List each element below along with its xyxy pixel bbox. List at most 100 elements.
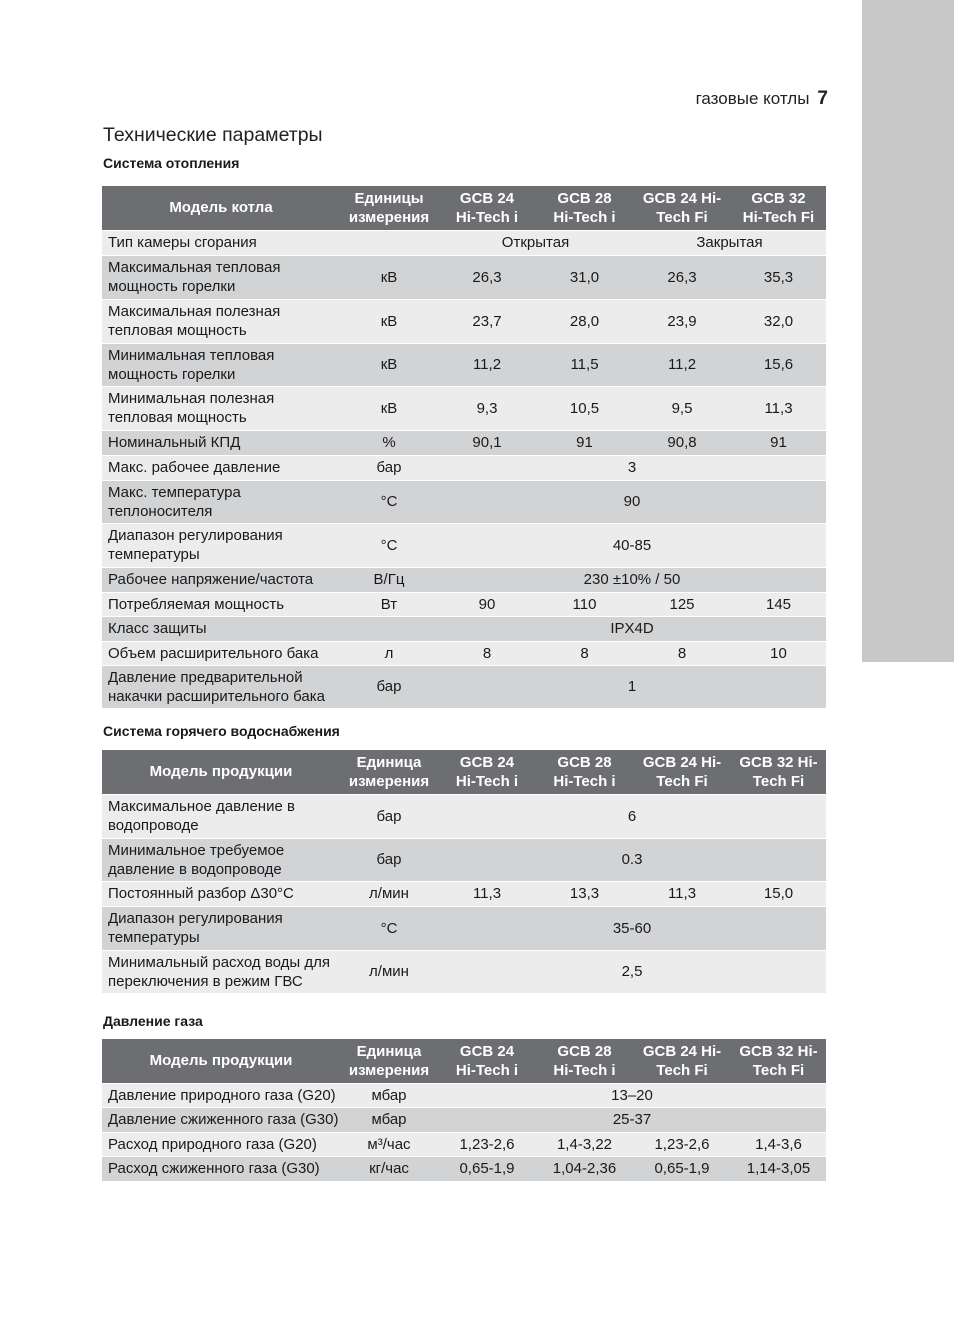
row-label: Давление сжиженного газа (G30) [102, 1107, 340, 1132]
unit-cell: °C [340, 906, 438, 950]
row-label: Макс. рабочее давление [102, 455, 340, 480]
table-row: Давление предварительной накачки расшири… [102, 665, 826, 708]
row-label: Максимальная полезная тепловая мощность [102, 299, 340, 343]
table-row: Максимальная тепловая мощность горелки кВ… [102, 255, 826, 299]
row-label: Минимальная полезная тепловая мощность [102, 386, 340, 430]
unit-cell: л/мин [340, 881, 438, 906]
row-label: Минимальный расход воды для переключения… [102, 950, 340, 993]
table-row: Расход природного газа (G20) м³/час 1,23-2… [102, 1132, 826, 1156]
unit-cell: л [340, 641, 438, 665]
value-cell: 40-85 [438, 523, 826, 567]
column-header: Модель продукции [102, 1039, 340, 1083]
value-cell: 90,8 [633, 430, 731, 455]
column-header: Модель продукции [102, 750, 340, 794]
column-header: GCB 24 Hi- Tech Fi [633, 1039, 731, 1083]
value-cell: 15,0 [731, 881, 826, 906]
row-label: Минимальная тепловая мощность горелки [102, 343, 340, 386]
value-cell: 1,23-2,6 [633, 1132, 731, 1156]
table-row: Рабочее напряжение/частота В/Гц 230 ±10% /… [102, 567, 826, 592]
table-row: Максимальная полезная тепловая мощность к… [102, 299, 826, 343]
value-cell: 6 [438, 794, 826, 838]
table-row: Макс. температура теплоносителя °C 90 [102, 480, 826, 523]
unit-cell: кВ [340, 299, 438, 343]
value-cell: 1,23-2,6 [438, 1132, 536, 1156]
value-cell: 3 [438, 455, 826, 480]
value-cell: 13,3 [536, 881, 633, 906]
value-cell: 28,0 [536, 299, 633, 343]
value-cell: 9,5 [633, 386, 731, 430]
side-tab-strip [862, 0, 954, 662]
value-cell: 2,5 [438, 950, 826, 993]
unit-cell: кВ [340, 386, 438, 430]
value-cell: 32,0 [731, 299, 826, 343]
gas-pressure-spec-table: Модель продукции Единица измерения GCB 24 … [102, 1039, 826, 1182]
table-row: Диапазон регулирования температуры °C 35-6… [102, 906, 826, 950]
value-cell: 110 [536, 592, 633, 616]
value-cell: IPX4D [438, 616, 826, 641]
value-cell: 91 [731, 430, 826, 455]
unit-cell: м³/час [340, 1132, 438, 1156]
column-header: Единица измерения [340, 1039, 438, 1083]
value-cell: 11,3 [633, 881, 731, 906]
page-title: Технические параметры [103, 124, 323, 146]
value-cell: 26,3 [438, 255, 536, 299]
unit-cell: кВ [340, 255, 438, 299]
value-cell: 230 ±10% / 50 [438, 567, 826, 592]
table-row: Тип камеры сгорания Открытая Закрытая [102, 230, 826, 255]
unit-cell: бар [340, 665, 438, 708]
value-cell: 8 [438, 641, 536, 665]
column-header: GCB 32 Hi- Tech Fi [731, 750, 826, 794]
row-label: Максимальное давление в водопроводе [102, 794, 340, 838]
running-header-text: газовые котлы [695, 89, 810, 108]
unit-cell: бар [340, 455, 438, 480]
table-row: Номинальный КПД% 90,1 91 90,8 91 [102, 430, 826, 455]
table-row: Минимальная тепловая мощность горелки кВ 1… [102, 343, 826, 386]
table-row: Давление сжиженного газа (G30) мбар 25-37 [102, 1107, 826, 1132]
value-cell: Открытая [438, 230, 633, 255]
table-row: Постоянный разбор Δ30°C л/мин 11,3 13,3 11,3… [102, 881, 826, 906]
table-row: Диапазон регулирования температуры °C 40-8… [102, 523, 826, 567]
table-row: Объем расширительного бака л 8 8 8 10 [102, 641, 826, 665]
value-cell: 8 [536, 641, 633, 665]
column-header: GCB 24 Hi-Tech i [438, 750, 536, 794]
column-header: GCB 24 Hi-Tech i [438, 186, 536, 230]
section-title: Давление газа [103, 1013, 203, 1029]
value-cell: 0,65-1,9 [633, 1156, 731, 1181]
column-header: GCB 32 Hi-Tech Fi [731, 186, 826, 230]
value-cell: 1,4-3,22 [536, 1132, 633, 1156]
value-cell: 125 [633, 592, 731, 616]
column-header: GCB 28 Hi-Tech i [536, 1039, 633, 1083]
table-row: Минимальная полезная тепловая мощность кВ… [102, 386, 826, 430]
row-label: Расход сжиженного газа (G30) [102, 1156, 340, 1181]
value-cell: 0,65-1,9 [438, 1156, 536, 1181]
value-cell: 10,5 [536, 386, 633, 430]
row-label: Класс защиты [102, 616, 340, 641]
value-cell: 1,4-3,6 [731, 1132, 826, 1156]
value-cell: 13–20 [438, 1083, 826, 1107]
column-header: Единица измерения [340, 750, 438, 794]
table-row: Максимальное давление в водопроводе бар 6 [102, 794, 826, 838]
value-cell: 9,3 [438, 386, 536, 430]
section-title: Система отопления [103, 155, 240, 171]
unit-cell: В/Гц [340, 567, 438, 592]
row-label: Номинальный КПД [102, 430, 340, 455]
value-cell: 23,9 [633, 299, 731, 343]
unit-cell: мбар [340, 1083, 438, 1107]
value-cell: 0.3 [438, 838, 826, 881]
value-cell: 11,3 [438, 881, 536, 906]
row-label: Диапазон регулирования температуры [102, 906, 340, 950]
value-cell: 11,2 [633, 343, 731, 386]
table-row: Макс. рабочее давление бар 3 [102, 455, 826, 480]
row-label: Расход природного газа (G20) [102, 1132, 340, 1156]
value-cell: 90,1 [438, 430, 536, 455]
unit-cell [340, 230, 438, 255]
unit-cell: Вт [340, 592, 438, 616]
row-label: Потребляемая мощность [102, 592, 340, 616]
table-header-row: Модель котла Единицы измерения GCB 24 Hi-T… [102, 186, 826, 230]
row-label: Давление предварительной накачки расшири… [102, 665, 340, 708]
table-row: Минимальное требуемое давление в водопро… [102, 838, 826, 881]
value-cell: 90 [438, 480, 826, 523]
value-cell: 1,04-2,36 [536, 1156, 633, 1181]
column-header: GCB 28 Hi-Tech i [536, 186, 633, 230]
